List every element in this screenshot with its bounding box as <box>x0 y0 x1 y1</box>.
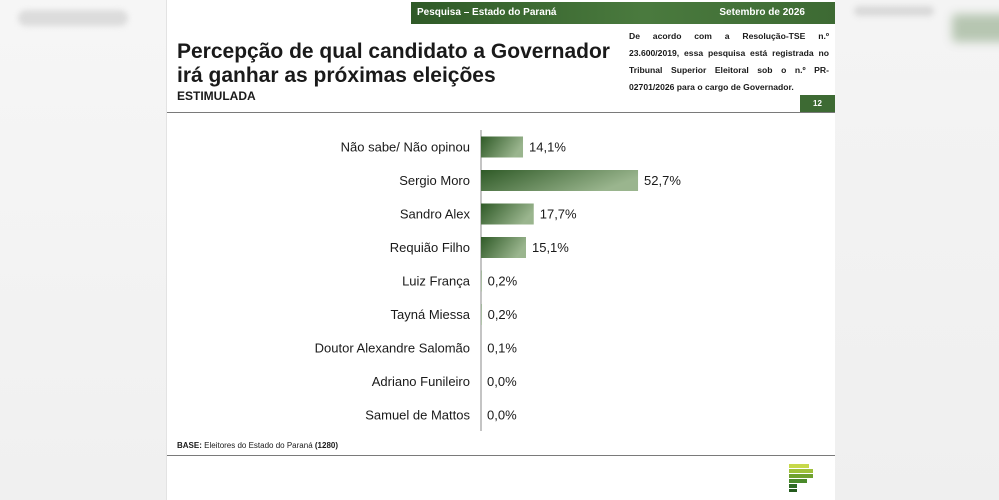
category-label: Luiz França <box>402 274 471 289</box>
category-label: Sergio Moro <box>399 173 470 188</box>
data-label: 52,7% <box>644 173 681 188</box>
category-label: Requião Filho <box>390 240 470 255</box>
base-note: BASE: Eleitores do Estado do Paraná (128… <box>177 441 338 450</box>
page-title: Percepção de qual candidato a Governador… <box>177 40 610 87</box>
bar <box>481 170 639 191</box>
data-label: 0,0% <box>487 374 517 389</box>
page-number: 12 <box>800 95 835 113</box>
background-right <box>834 0 999 500</box>
base-count: (1280) <box>314 441 338 450</box>
bar <box>481 304 482 325</box>
bar <box>481 237 526 258</box>
data-label: 17,7% <box>540 207 577 222</box>
category-label: Samuel de Mattos <box>365 408 470 423</box>
bar <box>481 270 482 292</box>
data-label: 0,1% <box>487 341 517 356</box>
category-label: Doutor Alexandre Salomão <box>315 341 470 356</box>
category-label: Tayná Miessa <box>391 307 471 322</box>
top-divider <box>167 112 835 113</box>
blurred-text <box>854 6 934 16</box>
data-label: 0,2% <box>488 307 518 322</box>
header-bar: Pesquisa – Estado do Paraná Setembro de … <box>411 2 835 24</box>
category-label: Sandro Alex <box>400 207 471 222</box>
registration-note: De acordo com a Resolução-TSE n.º 23.600… <box>629 31 829 92</box>
bar-chart: Não sabe/ Não opinou 14,1% Sergio Moro 52,7… <box>315 130 681 431</box>
blurred-text <box>18 10 128 26</box>
data-label: 14,1% <box>529 140 566 155</box>
data-label: 15,1% <box>532 240 569 255</box>
header-survey-label: Pesquisa – Estado do Paraná <box>417 7 557 18</box>
header-date: Setembro de 2026 <box>719 7 805 18</box>
green-stripes-logo-icon <box>789 464 813 492</box>
category-label: Adriano Funileiro <box>372 374 470 389</box>
data-label: 0,0% <box>487 408 517 423</box>
base-text: Eleitores do Estado do Paraná <box>204 441 313 450</box>
background-left <box>0 0 166 500</box>
bottom-divider <box>167 455 835 456</box>
data-label: 0,2% <box>488 274 518 289</box>
page-subtitle: ESTIMULADA <box>177 89 256 103</box>
blurred-button <box>952 14 999 42</box>
bar <box>481 203 534 225</box>
slide: Pesquisa – Estado do Paraná Setembro de … <box>166 0 835 500</box>
base-label: BASE: <box>177 441 202 450</box>
bar <box>481 136 524 158</box>
category-label: Não sabe/ Não opinou <box>341 140 470 155</box>
